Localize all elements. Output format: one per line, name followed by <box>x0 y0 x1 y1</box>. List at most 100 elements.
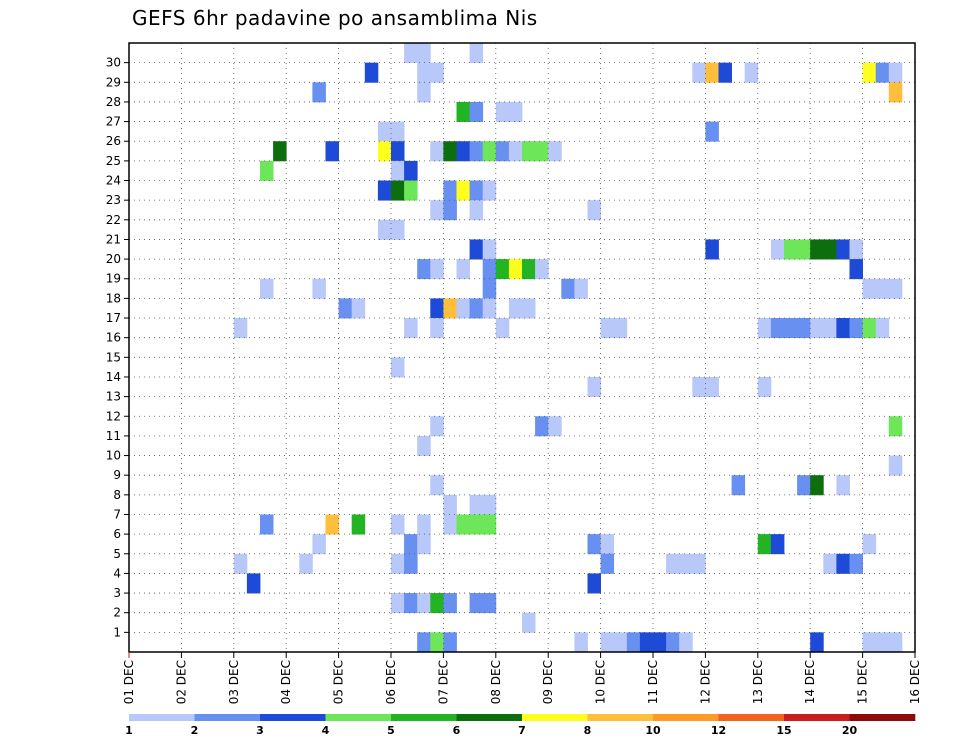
heat-cell <box>417 632 431 653</box>
x-tick-label: 05 DEC <box>332 660 346 704</box>
legend-swatch <box>522 714 588 721</box>
heat-cell <box>574 632 588 653</box>
heat-cell <box>260 278 274 299</box>
legend-swatch <box>718 714 785 721</box>
heat-cell <box>522 259 536 280</box>
heat-cell <box>836 475 850 496</box>
heat-cell <box>862 278 877 299</box>
y-tick-label: 27 <box>106 115 121 129</box>
heat-cell <box>456 514 470 535</box>
heat-cell <box>430 475 444 496</box>
heat-cell <box>666 632 680 653</box>
heat-cell <box>757 534 772 555</box>
x-tick-label: 13 DEC <box>751 660 765 704</box>
heat-cell <box>679 632 693 653</box>
heat-cell <box>849 553 863 574</box>
heat-cell <box>810 475 824 496</box>
heat-cell <box>417 43 431 64</box>
heat-cell <box>548 141 562 162</box>
heat-cell <box>482 593 497 614</box>
heat-cell <box>875 318 890 339</box>
heat-cell <box>535 259 549 280</box>
heat-cell <box>469 514 484 535</box>
legend-label: 3 <box>256 724 264 737</box>
y-tick-label: 15 <box>106 350 121 364</box>
heat-cell <box>888 455 903 476</box>
x-tick-label: 15 DEC <box>856 660 870 704</box>
heat-cell <box>430 593 444 614</box>
heat-cell <box>810 318 824 339</box>
x-tick-label: 03 DEC <box>227 660 241 704</box>
x-tick-label: 08 DEC <box>489 660 503 704</box>
heat-cell <box>260 160 274 181</box>
heat-cell <box>495 259 510 280</box>
y-tick-label: 13 <box>106 390 121 404</box>
heat-cell <box>561 278 575 299</box>
heat-cell <box>456 180 470 201</box>
heat-cell <box>482 494 497 515</box>
x-tick-label: 09 DEC <box>541 660 555 704</box>
heat-cell <box>522 141 536 162</box>
heat-cell <box>548 416 562 437</box>
legend-label: 2 <box>191 724 199 737</box>
heat-cell <box>377 219 392 240</box>
heat-cell <box>430 318 444 339</box>
heat-cell <box>391 219 405 240</box>
heat-cell <box>430 416 444 437</box>
heat-cell <box>377 141 392 162</box>
heat-cell <box>443 632 457 653</box>
heat-cell <box>849 239 863 260</box>
heat-cell <box>770 318 785 339</box>
heat-cell <box>692 553 706 574</box>
grid-lines <box>129 43 915 652</box>
heat-cell <box>430 141 444 162</box>
heat-cell <box>495 101 510 122</box>
heat-cell <box>862 318 877 339</box>
heat-cell <box>495 141 510 162</box>
heat-cell <box>705 376 719 398</box>
heat-cell <box>836 239 850 260</box>
heat-cell <box>705 121 719 142</box>
y-tick-label: 3 <box>113 586 121 600</box>
y-tick-label: 17 <box>106 311 121 325</box>
heat-cell <box>508 259 523 280</box>
heat-cell <box>587 376 601 398</box>
heat-cell <box>391 141 405 162</box>
legend-label: 1 <box>125 724 133 737</box>
y-tick-label: 4 <box>113 566 121 580</box>
heat-cell <box>875 278 890 299</box>
heat-cell <box>744 62 759 83</box>
heat-cell <box>351 514 366 535</box>
legend-label: 8 <box>584 724 592 737</box>
heat-cell <box>797 318 811 339</box>
y-tick-label: 26 <box>106 134 121 148</box>
heat-cell <box>770 239 785 260</box>
y-tick-label: 12 <box>106 409 121 423</box>
heat-cell <box>823 239 837 260</box>
heat-cell <box>784 318 798 339</box>
heat-cell <box>705 62 719 83</box>
heat-cell <box>823 553 837 574</box>
heat-cell <box>469 494 484 515</box>
heat-cell <box>888 62 903 83</box>
legend-swatch <box>129 714 195 721</box>
legend-swatch <box>587 714 654 721</box>
y-tick-label: 25 <box>106 154 121 168</box>
heat-cell <box>810 239 824 260</box>
heat-cell <box>456 101 470 122</box>
heat-cell <box>325 514 339 535</box>
heat-cell <box>587 200 601 221</box>
heat-cell <box>417 82 431 103</box>
heat-cell <box>312 278 326 299</box>
heat-cell <box>351 298 366 319</box>
heat-cell <box>482 259 497 280</box>
heat-cell <box>862 534 877 555</box>
heat-cell <box>260 514 274 535</box>
y-tick-label: 19 <box>106 272 121 286</box>
color-legend: 1 2 3 4 5 6 7 8 10 12 15 20 <box>125 714 916 737</box>
heat-cell <box>469 593 484 614</box>
heat-cell <box>443 593 457 614</box>
legend-swatch <box>849 714 916 721</box>
heat-cell <box>430 259 444 280</box>
heat-cell <box>430 62 444 83</box>
